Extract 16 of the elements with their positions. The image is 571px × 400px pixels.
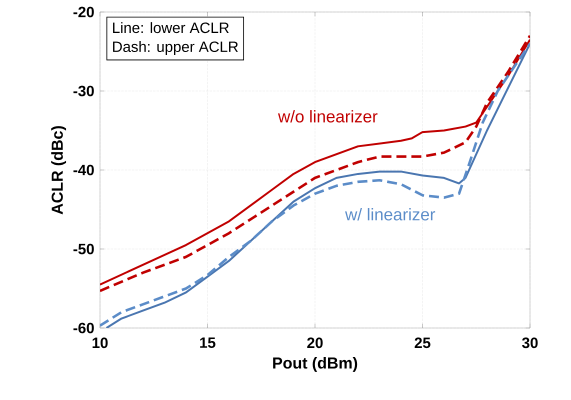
y-axis-title: ACLR (dBc) [51,126,66,214]
y-tick-label: -50 [73,244,94,254]
annotation: w/o linearizer [278,110,378,123]
x-axis-title: Pout (dBm) [273,356,358,372]
x-tick-label: 10 [92,338,108,348]
annotation: Dash: upper ACLR [113,41,238,55]
annotation: Line: lower ACLR [113,22,229,34]
x-tick-label: 30 [522,338,538,348]
x-tick-label: 20 [307,338,323,348]
x-tick-label: 25 [414,338,430,348]
annotation: w/ linearizer [345,208,436,220]
y-tick-label: -60 [73,322,94,334]
y-tick-label: -30 [73,86,94,96]
x-tick-label: 15 [200,338,216,348]
y-tick-label: -20 [73,6,94,18]
y-tick-label: -40 [73,164,94,176]
